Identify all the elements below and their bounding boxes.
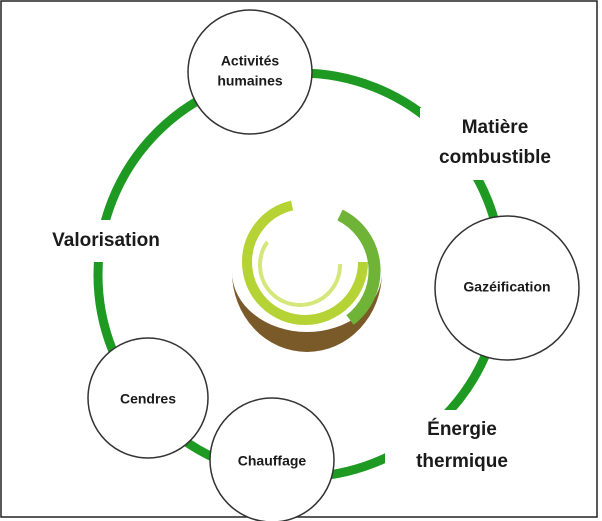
node: Activités humaines: [188, 10, 312, 134]
cycle-diagram: Activités humaines Gazéification Chauffa…: [0, 0, 602, 521]
node-label: Activités: [221, 53, 280, 69]
node: Cendres: [88, 338, 208, 458]
node-label: Cendres: [120, 391, 176, 407]
node-label: Chauffage: [238, 453, 307, 469]
stage-label: Énergie: [427, 418, 497, 440]
node: Gazéification: [435, 216, 579, 360]
node: Chauffage: [210, 398, 334, 521]
stage-label: thermique: [416, 451, 508, 472]
stage-label: Valorisation: [52, 230, 160, 251]
node-label: Gazéification: [463, 279, 550, 295]
stage-label: combustible: [439, 147, 551, 168]
stage-label: Matière: [462, 117, 529, 138]
node-label: humaines: [217, 73, 283, 89]
